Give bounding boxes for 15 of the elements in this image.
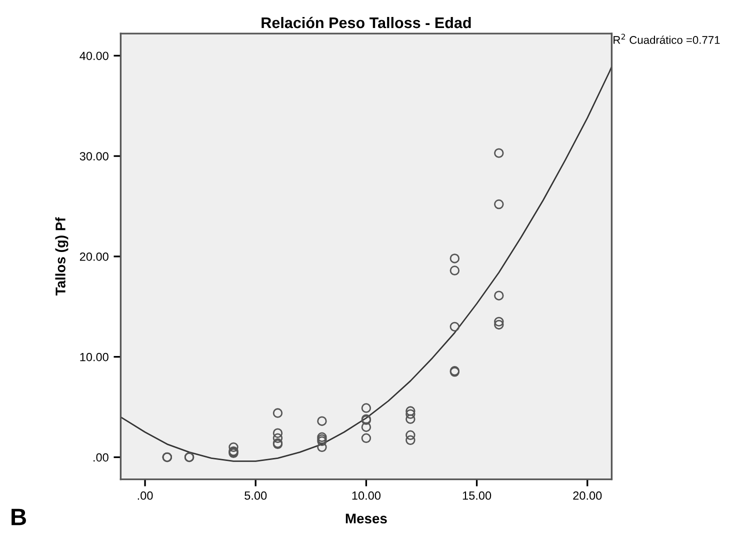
y-tick-label: 30.00 — [80, 152, 108, 160]
x-tick-label: 15.00 — [462, 491, 492, 500]
x-axis-title: Meses — [346, 514, 387, 524]
chart-title: Relación Peso Talloss - Edad — [262, 16, 471, 28]
x-tick-label: 20.00 — [573, 491, 602, 500]
y-tick-label: 10.00 — [80, 352, 108, 362]
y-axis-title: Tallos (g) Pf — [55, 217, 68, 296]
x-tick-label: 5.00 — [244, 491, 267, 500]
y-tick-label: 40.00 — [80, 52, 108, 60]
y-tick-label: .00 — [94, 453, 108, 462]
text: B — [12, 508, 26, 526]
x-tick-label: 10.00 — [352, 491, 381, 500]
x-tick-label: .00 — [138, 491, 153, 500]
text: R$^{2}$ Cuadrático =0.771 — [614, 34, 720, 44]
y-tick-label: 20.00 — [80, 252, 108, 261]
